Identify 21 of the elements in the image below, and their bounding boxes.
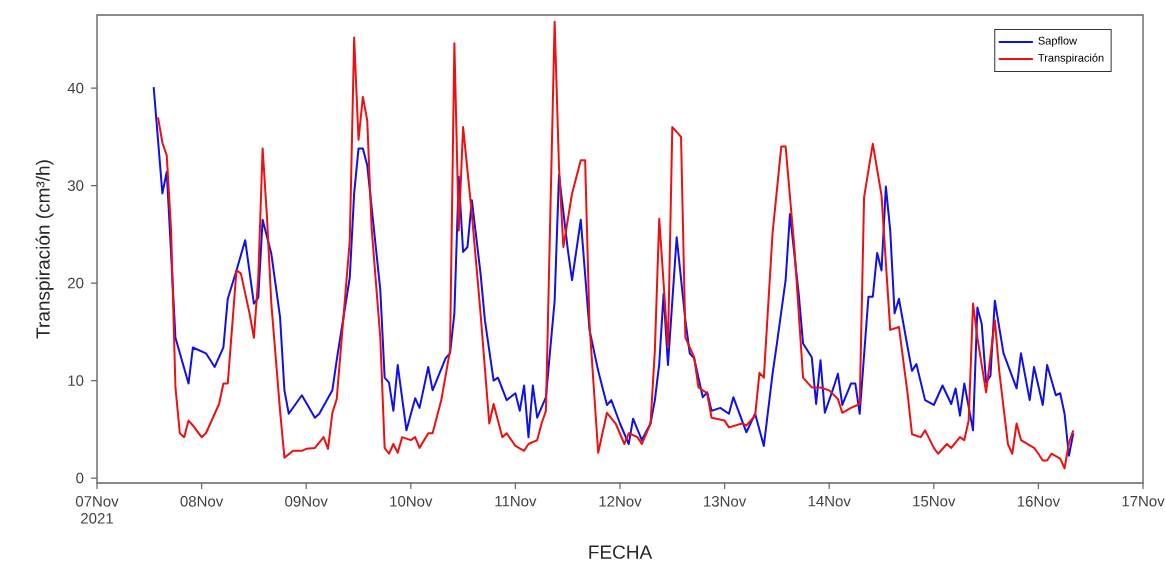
x-tick-label: 14Nov [808,496,851,507]
y-tick-label: 0 [76,472,84,484]
x-tick-label: 11Nov [495,496,537,507]
x-tick-label: 10Nov [390,496,433,507]
legend-label: Sapflow [1038,36,1078,47]
y-tick-label: 20 [68,277,84,289]
legend-label: Transpiración [1038,53,1104,64]
x-tick-label: 17Nov [1122,496,1165,507]
y-tick-label: 30 [67,180,84,191]
y-tick-label: 10 [68,375,84,386]
y-axis-title: Transpiración (cm³/h) [35,160,54,339]
x-tick-label: 13Nov [704,496,747,507]
line-series [152,86,1075,457]
y-tick-label: 40 [67,82,84,94]
x-tick-label: 16Nov [1017,496,1061,507]
x-tick-label: 15Nov [913,496,956,507]
x-tick-label: 12Nov [599,496,642,507]
x-tick-label: 09Nov [285,496,328,507]
x-tick-label: 08Nov [180,496,224,507]
x-tick-label: 07Nov 2021 [75,496,119,524]
x-axis-title: FECHA [589,545,653,559]
